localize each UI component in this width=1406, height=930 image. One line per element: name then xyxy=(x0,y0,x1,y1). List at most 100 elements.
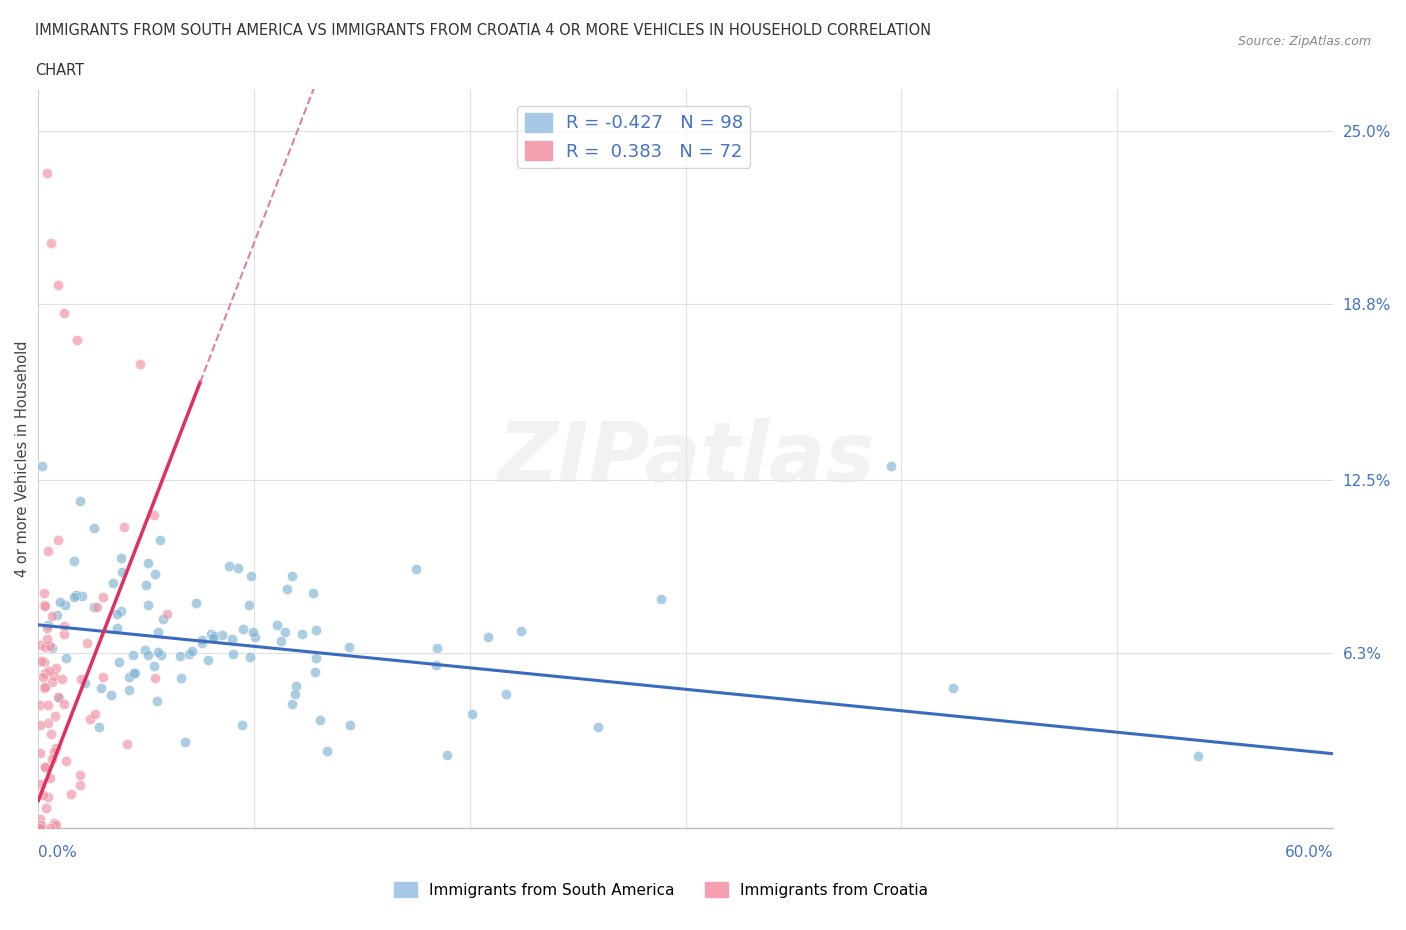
Point xyxy=(30,637,52,652)
Point xyxy=(169,649,191,664)
Point xyxy=(276,582,298,597)
Point xyxy=(150,647,173,662)
Point xyxy=(59,786,82,801)
Point xyxy=(880,458,903,473)
Text: 60.0%: 60.0% xyxy=(1285,844,1333,859)
Point xyxy=(105,606,128,621)
Point xyxy=(53,618,76,633)
Point xyxy=(41,609,63,624)
Point xyxy=(49,594,72,609)
Point xyxy=(55,754,77,769)
Point xyxy=(222,646,245,661)
Point xyxy=(39,821,62,836)
Point xyxy=(426,641,449,656)
Point xyxy=(118,670,141,684)
Point xyxy=(87,720,110,735)
Point xyxy=(70,672,93,687)
Point xyxy=(112,519,135,534)
Point xyxy=(34,759,56,774)
Point xyxy=(202,629,225,644)
Point xyxy=(30,698,52,712)
Point xyxy=(44,816,66,830)
Point xyxy=(37,716,59,731)
Point xyxy=(461,707,484,722)
Point xyxy=(221,631,243,646)
Point xyxy=(115,737,138,751)
Point xyxy=(201,631,224,645)
Point xyxy=(266,618,288,632)
Point xyxy=(122,648,145,663)
Point xyxy=(301,586,323,601)
Point xyxy=(218,559,240,574)
Point xyxy=(177,646,200,661)
Point xyxy=(148,624,170,639)
Point xyxy=(45,660,67,675)
Point xyxy=(30,777,52,791)
Point xyxy=(211,627,233,642)
Point xyxy=(31,458,53,473)
Y-axis label: 4 or more Vehicles in Household: 4 or more Vehicles in Household xyxy=(15,340,30,578)
Point xyxy=(143,671,166,685)
Point xyxy=(134,643,156,658)
Point xyxy=(30,746,52,761)
Point xyxy=(191,635,214,650)
Point xyxy=(46,277,69,292)
Point xyxy=(46,532,69,547)
Legend: R = -0.427   N = 98, R =  0.383   N = 72: R = -0.427 N = 98, R = 0.383 N = 72 xyxy=(517,106,751,168)
Point xyxy=(30,654,52,669)
Point xyxy=(62,553,84,568)
Point xyxy=(69,493,91,508)
Point xyxy=(108,655,131,670)
Point xyxy=(66,333,89,348)
Point xyxy=(91,590,114,604)
Point xyxy=(174,734,197,749)
Point xyxy=(70,588,93,603)
Point xyxy=(284,679,307,694)
Point xyxy=(63,590,86,604)
Point xyxy=(304,665,326,680)
Point xyxy=(32,655,55,670)
Point xyxy=(245,630,267,644)
Point xyxy=(146,694,169,709)
Text: IMMIGRANTS FROM SOUTH AMERICA VS IMMIGRANTS FROM CROATIA 4 OR MORE VEHICLES IN H: IMMIGRANTS FROM SOUTH AMERICA VS IMMIGRA… xyxy=(35,23,931,38)
Point xyxy=(309,712,332,727)
Point xyxy=(34,679,56,694)
Point xyxy=(124,665,146,680)
Point xyxy=(76,635,98,650)
Point xyxy=(30,821,52,836)
Point xyxy=(425,658,447,672)
Point xyxy=(191,632,214,647)
Point xyxy=(122,665,145,680)
Point xyxy=(48,691,70,706)
Point xyxy=(35,166,58,180)
Point xyxy=(37,698,59,712)
Point xyxy=(84,706,107,721)
Point xyxy=(238,597,260,612)
Point xyxy=(34,666,56,681)
Point xyxy=(79,711,101,726)
Point xyxy=(231,718,253,733)
Point xyxy=(270,633,292,648)
Point xyxy=(200,627,222,642)
Point xyxy=(48,689,70,704)
Point xyxy=(240,569,263,584)
Point xyxy=(100,687,122,702)
Point xyxy=(186,595,208,610)
Legend: Immigrants from South America, Immigrants from Croatia: Immigrants from South America, Immigrant… xyxy=(388,875,934,904)
Point xyxy=(495,686,517,701)
Point xyxy=(44,740,66,755)
Point xyxy=(118,683,141,698)
Point xyxy=(103,576,125,591)
Point xyxy=(69,777,91,792)
Point xyxy=(337,639,360,654)
Point xyxy=(44,669,66,684)
Point xyxy=(135,578,157,592)
Point xyxy=(39,726,62,741)
Point xyxy=(510,623,533,638)
Point xyxy=(83,600,105,615)
Point xyxy=(39,235,62,250)
Point xyxy=(39,771,62,786)
Point xyxy=(41,641,63,656)
Point xyxy=(136,597,159,612)
Point xyxy=(242,624,264,639)
